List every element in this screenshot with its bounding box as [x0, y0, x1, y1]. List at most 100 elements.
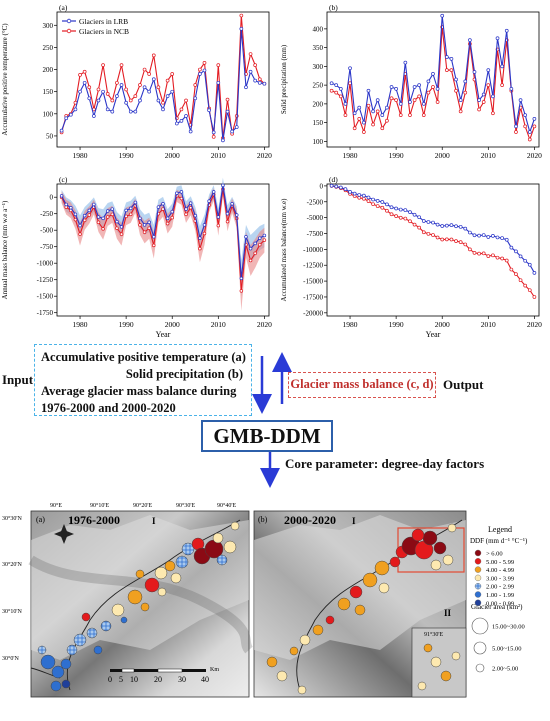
scale-label-10: 10: [130, 675, 138, 684]
data-point: [248, 246, 253, 251]
data-point: [239, 289, 244, 293]
data-point: [92, 202, 96, 207]
left-tick-2: 30°20'N: [2, 561, 22, 568]
data-point: [500, 64, 504, 69]
y-tick-label: -1000: [37, 260, 54, 268]
data-point: [165, 94, 170, 98]
glacier-point: [442, 554, 454, 566]
ddf-class-label: 4.00 - 4.99: [486, 567, 514, 574]
data-point: [518, 98, 523, 102]
data-point: [449, 237, 454, 242]
y-tick-label: -1250: [37, 276, 54, 284]
y-axis-label: Annual mass balance (mm w.e a⁻¹): [1, 200, 9, 299]
data-point: [225, 97, 230, 102]
data-point: [477, 98, 481, 102]
data-point: [179, 190, 184, 194]
y-tick-label: 200: [43, 66, 54, 74]
data-point: [486, 254, 491, 258]
scale-label-0: 0: [108, 675, 112, 684]
data-point: [96, 215, 101, 219]
data-point: [518, 278, 523, 283]
data-point: [179, 107, 184, 112]
data-point: [151, 77, 156, 82]
glacier-point: [66, 644, 78, 656]
data-point: [352, 126, 357, 131]
data-point: [366, 103, 371, 108]
data-point: [523, 124, 528, 129]
plot-frame: [56, 11, 270, 148]
data-point: [138, 98, 142, 103]
data-point: [207, 199, 211, 203]
data-point: [101, 63, 105, 67]
data-point: [362, 130, 366, 134]
glacier-point: [223, 540, 237, 554]
data-point: [138, 223, 142, 227]
data-point: [211, 130, 216, 135]
data-point: [348, 190, 352, 194]
data-point: [472, 251, 477, 255]
data-point: [174, 121, 179, 126]
data-point: [366, 88, 371, 93]
x-tick-label: 2010: [481, 320, 496, 329]
data-point: [408, 219, 412, 224]
data-point: [64, 116, 69, 121]
data-point: [495, 255, 500, 260]
data-point: [78, 89, 82, 94]
area-swatch: [475, 663, 485, 673]
data-point: [188, 201, 193, 205]
data-point: [78, 232, 82, 236]
data-point: [380, 205, 385, 210]
data-point: [234, 213, 239, 217]
y-tick-label: 150: [313, 119, 324, 127]
glacier-point: [157, 587, 167, 597]
data-point: [362, 120, 366, 125]
data-point: [151, 53, 156, 58]
scale-label-20: 20: [154, 675, 162, 684]
data-point: [119, 83, 124, 87]
y-tick-label: 0: [50, 194, 54, 202]
data-point: [426, 231, 431, 236]
ddf-swatch: [474, 599, 482, 606]
ddf-swatch: [474, 574, 482, 582]
output-label: Output: [443, 377, 484, 392]
data-point: [385, 208, 389, 213]
data-point: [184, 98, 188, 103]
data-point: [481, 100, 486, 104]
data-point: [421, 102, 426, 106]
data-point: [128, 212, 133, 217]
data-point: [184, 207, 188, 211]
data-point: [394, 98, 398, 102]
x-tick-label: 1980: [73, 151, 88, 160]
data-point: [170, 72, 175, 76]
data-point: [258, 236, 262, 240]
data-point: [426, 79, 431, 84]
data-point: [514, 249, 518, 254]
map1-glacier-points: [37, 521, 240, 692]
data-point: [458, 98, 463, 102]
data-point: [403, 208, 408, 212]
data-point: [230, 202, 234, 206]
data-point: [225, 219, 230, 224]
data-point: [338, 185, 343, 190]
plot-frame: [326, 183, 540, 317]
data-point: [371, 197, 375, 202]
data-point: [198, 72, 202, 76]
data-point: [463, 79, 468, 84]
data-point: [170, 215, 174, 220]
data-point: [527, 262, 532, 267]
glacier-point: [433, 541, 447, 555]
data-point: [248, 258, 253, 263]
glacier-point: [154, 566, 168, 580]
data-point: [398, 207, 403, 212]
data-point: [128, 109, 133, 114]
scale-label-30: 30: [178, 675, 186, 684]
glacier-point: [50, 680, 62, 692]
area-swatch: [473, 641, 487, 655]
input-item-temperature: Accumulative positive temperature (a): [41, 350, 246, 364]
data-point: [248, 69, 253, 74]
y-tick-label: -2500: [307, 198, 324, 206]
panel-tag: (d): [329, 175, 338, 184]
y-tick-label: 50: [46, 132, 54, 140]
data-point: [338, 87, 343, 91]
